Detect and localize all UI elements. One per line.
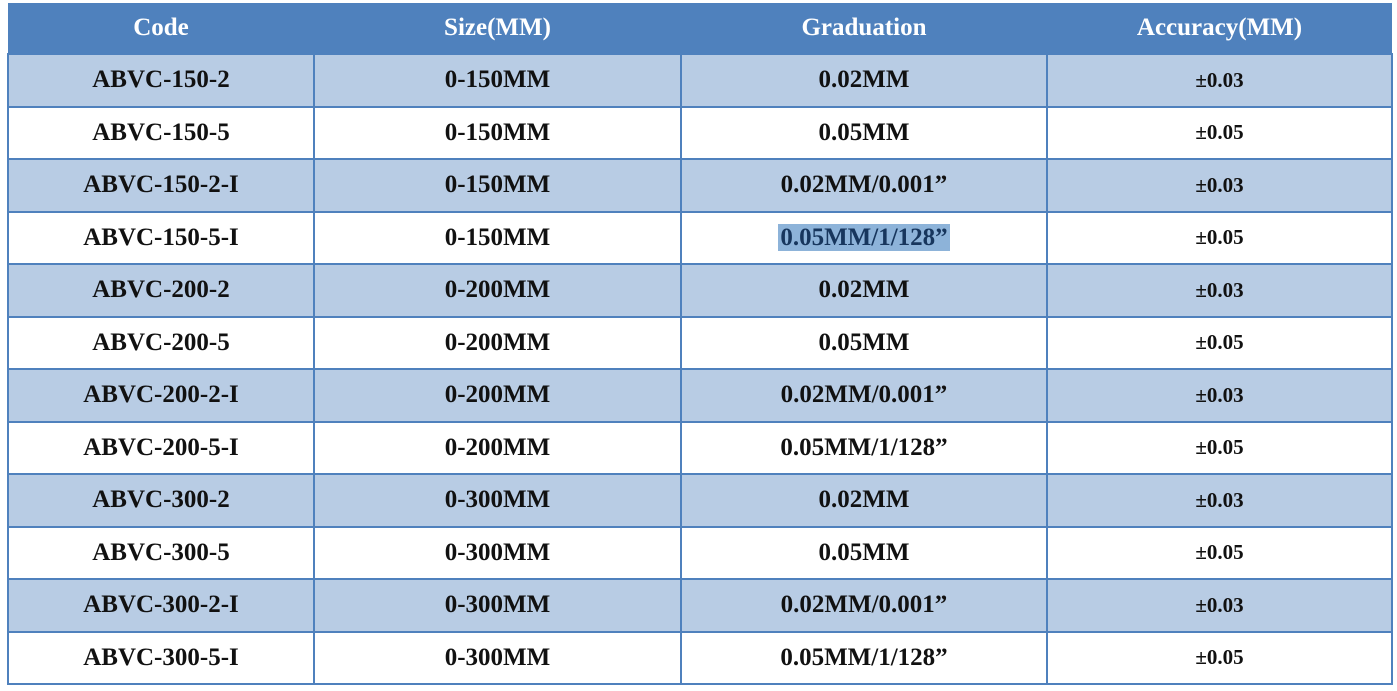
header-graduation: Graduation [681, 3, 1047, 54]
table-row: ABVC-150-2-I 0-150MM 0.02MM/0.001” ±0.03 [7, 158, 1393, 213]
size-cell: 0-200MM [313, 420, 682, 475]
table-row: ABVC-300-2-I 0-300MM 0.02MM/0.001” ±0.03 [7, 578, 1393, 633]
size-cell: 0-300MM [313, 473, 682, 528]
code-cell: ABVC-150-5-I [7, 210, 315, 265]
graduation-cell: 0.02MM [680, 53, 1048, 108]
accuracy-cell: ±0.03 [1046, 53, 1393, 108]
table-row: ABVC-200-5-I 0-200MM 0.05MM/1/128” ±0.05 [7, 420, 1393, 475]
size-cell: 0-150MM [313, 210, 682, 265]
table-row: ABVC-150-5-I 0-150MM 0.05MM/1/128” ±0.05 [7, 210, 1393, 265]
accuracy-cell: ±0.03 [1046, 158, 1393, 213]
table-row: ABVC-200-2 0-200MM 0.02MM ±0.03 [7, 263, 1393, 318]
code-cell: ABVC-200-2 [7, 263, 315, 318]
header-row: Code Size(MM) Graduation Accuracy(MM) [8, 3, 1392, 54]
size-cell: 0-200MM [313, 263, 682, 318]
graduation-cell: 0.02MM/0.001” [680, 578, 1048, 633]
graduation-cell: 0.02MM/0.001” [680, 158, 1048, 213]
size-cell: 0-150MM [313, 105, 682, 160]
graduation-cell: 0.02MM/0.001” [680, 368, 1048, 423]
size-cell: 0-200MM [313, 368, 682, 423]
code-cell: ABVC-300-5-I [7, 630, 315, 685]
accuracy-cell: ±0.05 [1046, 210, 1393, 265]
graduation-cell: 0.02MM [680, 473, 1048, 528]
code-cell: ABVC-150-2-I [7, 158, 315, 213]
size-cell: 0-200MM [313, 315, 682, 370]
accuracy-cell: ±0.03 [1046, 473, 1393, 528]
table-row: ABVC-300-5-I 0-300MM 0.05MM/1/128” ±0.05 [7, 630, 1393, 685]
accuracy-cell: ±0.05 [1046, 315, 1393, 370]
graduation-cell: 0.05MM [680, 105, 1048, 160]
code-cell: ABVC-300-5 [7, 525, 315, 580]
selected-text[interactable]: 0.05MM/1/128” [778, 223, 950, 251]
size-cell: 0-150MM [313, 158, 682, 213]
header-size: Size(MM) [314, 3, 681, 54]
table-row: ABVC-300-2 0-300MM 0.02MM ±0.03 [7, 473, 1393, 528]
code-cell: ABVC-150-5 [7, 105, 315, 160]
size-cell: 0-150MM [313, 53, 682, 108]
table-row: ABVC-300-5 0-300MM 0.05MM ±0.05 [7, 525, 1393, 580]
header-accuracy: Accuracy(MM) [1047, 3, 1392, 54]
accuracy-cell: ±0.03 [1046, 263, 1393, 318]
spec-table: Code Size(MM) Graduation Accuracy(MM) AB… [7, 3, 1393, 685]
code-cell: ABVC-300-2-I [7, 578, 315, 633]
table-row: ABVC-200-2-I 0-200MM 0.02MM/0.001” ±0.03 [7, 368, 1393, 423]
graduation-cell: 0.05MM/1/128” [680, 630, 1048, 685]
table-row: ABVC-200-5 0-200MM 0.05MM ±0.05 [7, 315, 1393, 370]
graduation-cell: 0.05MM [680, 525, 1048, 580]
accuracy-cell: ±0.05 [1046, 420, 1393, 475]
graduation-cell: 0.05MM/1/128” [680, 210, 1048, 265]
accuracy-cell: ±0.05 [1046, 525, 1393, 580]
code-cell: ABVC-200-2-I [7, 368, 315, 423]
graduation-cell: 0.05MM/1/128” [680, 420, 1048, 475]
header-code: Code [8, 3, 314, 54]
code-cell: ABVC-200-5-I [7, 420, 315, 475]
code-cell: ABVC-150-2 [7, 53, 315, 108]
table-row: ABVC-150-5 0-150MM 0.05MM ±0.05 [7, 105, 1393, 160]
size-cell: 0-300MM [313, 630, 682, 685]
graduation-cell: 0.02MM [680, 263, 1048, 318]
accuracy-cell: ±0.05 [1046, 630, 1393, 685]
code-cell: ABVC-200-5 [7, 315, 315, 370]
size-cell: 0-300MM [313, 525, 682, 580]
table-row: ABVC-150-2 0-150MM 0.02MM ±0.03 [7, 53, 1393, 108]
size-cell: 0-300MM [313, 578, 682, 633]
code-cell: ABVC-300-2 [7, 473, 315, 528]
accuracy-cell: ±0.03 [1046, 578, 1393, 633]
accuracy-cell: ±0.05 [1046, 105, 1393, 160]
accuracy-cell: ±0.03 [1046, 368, 1393, 423]
graduation-cell: 0.05MM [680, 315, 1048, 370]
